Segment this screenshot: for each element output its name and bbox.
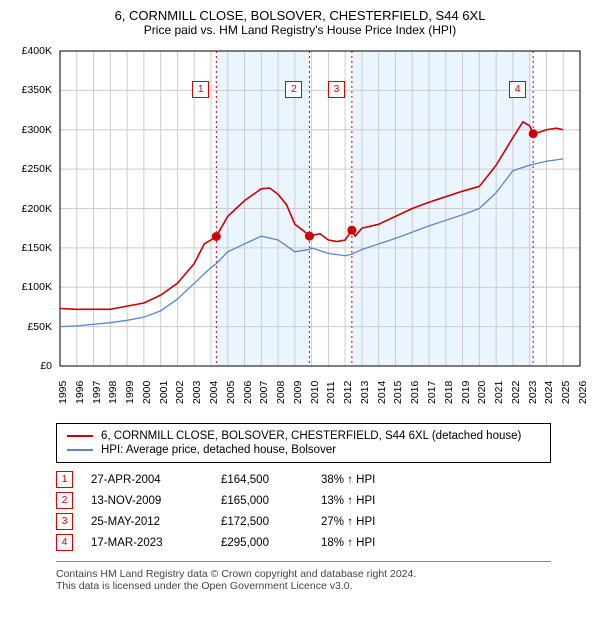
legend-row: HPI: Average price, detached house, Bols…: [67, 444, 540, 456]
x-axis-label: 2015: [392, 381, 404, 404]
y-axis-label: £400K: [12, 45, 52, 57]
legend-label: 6, CORNMILL CLOSE, BOLSOVER, CHESTERFIEL…: [101, 430, 521, 442]
y-axis-label: £50K: [12, 321, 52, 333]
chart-container: 6, CORNMILL CLOSE, BOLSOVER, CHESTERFIEL…: [0, 0, 600, 620]
event-number-box: 2: [56, 492, 73, 509]
x-axis-label: 1995: [57, 381, 69, 404]
x-axis-label: 2003: [191, 381, 203, 404]
legend-swatch: [67, 449, 93, 451]
chart-svg: [12, 43, 588, 413]
event-date: 17-MAR-2023: [91, 537, 221, 549]
chart-area: £0 £50K £100K £150K £200K £250K £300K £350K £400…: [12, 43, 588, 413]
event-marker-box: 4: [509, 81, 526, 98]
event-number-box: 4: [56, 534, 73, 551]
x-axis-label: 2017: [426, 381, 438, 404]
event-note: 38% ↑ HPI: [321, 474, 421, 486]
y-axis-label: £300K: [12, 124, 52, 136]
y-axis-label: £250K: [12, 163, 52, 175]
footer: Contains HM Land Registry data © Crown c…: [56, 561, 551, 592]
event-note: 13% ↑ HPI: [321, 495, 421, 507]
x-axis-label: 2011: [325, 381, 337, 404]
x-axis-label: 2001: [158, 381, 170, 404]
y-axis-label: £150K: [12, 242, 52, 254]
event-marker-box: 3: [328, 81, 345, 98]
event-note: 27% ↑ HPI: [321, 516, 421, 528]
x-axis-label: 2022: [510, 381, 522, 404]
event-note: 18% ↑ HPI: [321, 537, 421, 549]
x-axis-label: 2014: [376, 381, 388, 404]
event-date: 13-NOV-2009: [91, 495, 221, 507]
x-axis-label: 2012: [342, 381, 354, 404]
x-axis-label: 2025: [560, 381, 572, 404]
x-axis-label: 2000: [141, 381, 153, 404]
x-axis-label: 2026: [577, 381, 589, 404]
footer-line2: This data is licensed under the Open Gov…: [56, 580, 551, 592]
x-axis-label: 2005: [225, 381, 237, 404]
event-date: 25-MAY-2012: [91, 516, 221, 528]
x-axis-label: 2004: [208, 381, 220, 404]
event-table-row: 2 13-NOV-2009£165,00013% ↑ HPI: [56, 492, 588, 509]
event-marker-box: 2: [285, 81, 302, 98]
event-table-row: 1 27-APR-2004£164,50038% ↑ HPI: [56, 471, 588, 488]
x-axis-label: 2013: [359, 381, 371, 404]
title-line1: 6, CORNMILL CLOSE, BOLSOVER, CHESTERFIEL…: [12, 8, 588, 23]
event-price: £165,000: [221, 495, 321, 507]
x-axis-label: 2010: [309, 381, 321, 404]
events-table: 1 27-APR-2004£164,50038% ↑ HPI 2 13-NOV-200…: [56, 471, 588, 551]
x-axis-label: 2020: [476, 381, 488, 404]
x-axis-label: 1999: [124, 381, 136, 404]
x-axis-label: 2024: [543, 381, 555, 404]
y-axis-label: £350K: [12, 84, 52, 96]
x-axis-label: 2019: [460, 381, 472, 404]
footer-line1: Contains HM Land Registry data © Crown c…: [56, 568, 551, 580]
y-axis-label: £0: [12, 360, 52, 372]
y-axis-label: £200K: [12, 203, 52, 215]
y-axis-label: £100K: [12, 281, 52, 293]
event-table-row: 3 25-MAY-2012£172,50027% ↑ HPI: [56, 513, 588, 530]
event-marker-box: 1: [192, 81, 209, 98]
event-number-box: 3: [56, 513, 73, 530]
legend-row: 6, CORNMILL CLOSE, BOLSOVER, CHESTERFIEL…: [67, 430, 540, 442]
x-axis-label: 2008: [275, 381, 287, 404]
x-axis-label: 2023: [527, 381, 539, 404]
x-axis-label: 2002: [174, 381, 186, 404]
x-axis-label: 2016: [409, 381, 421, 404]
event-price: £164,500: [221, 474, 321, 486]
x-axis-label: 1998: [107, 381, 119, 404]
x-axis-label: 1997: [91, 381, 103, 404]
x-axis-label: 2007: [258, 381, 270, 404]
event-date: 27-APR-2004: [91, 474, 221, 486]
legend: 6, CORNMILL CLOSE, BOLSOVER, CHESTERFIEL…: [56, 423, 551, 463]
x-axis-label: 2021: [493, 381, 505, 404]
x-axis-label: 2006: [242, 381, 254, 404]
event-price: £172,500: [221, 516, 321, 528]
legend-label: HPI: Average price, detached house, Bols…: [101, 444, 336, 456]
title-line2: Price paid vs. HM Land Registry's House …: [12, 23, 588, 37]
x-axis-label: 2009: [292, 381, 304, 404]
event-price: £295,000: [221, 537, 321, 549]
event-table-row: 4 17-MAR-2023£295,00018% ↑ HPI: [56, 534, 588, 551]
event-number-box: 1: [56, 471, 73, 488]
x-axis-label: 2018: [443, 381, 455, 404]
x-axis-label: 1996: [74, 381, 86, 404]
legend-swatch: [67, 435, 93, 437]
title-block: 6, CORNMILL CLOSE, BOLSOVER, CHESTERFIEL…: [12, 8, 588, 37]
